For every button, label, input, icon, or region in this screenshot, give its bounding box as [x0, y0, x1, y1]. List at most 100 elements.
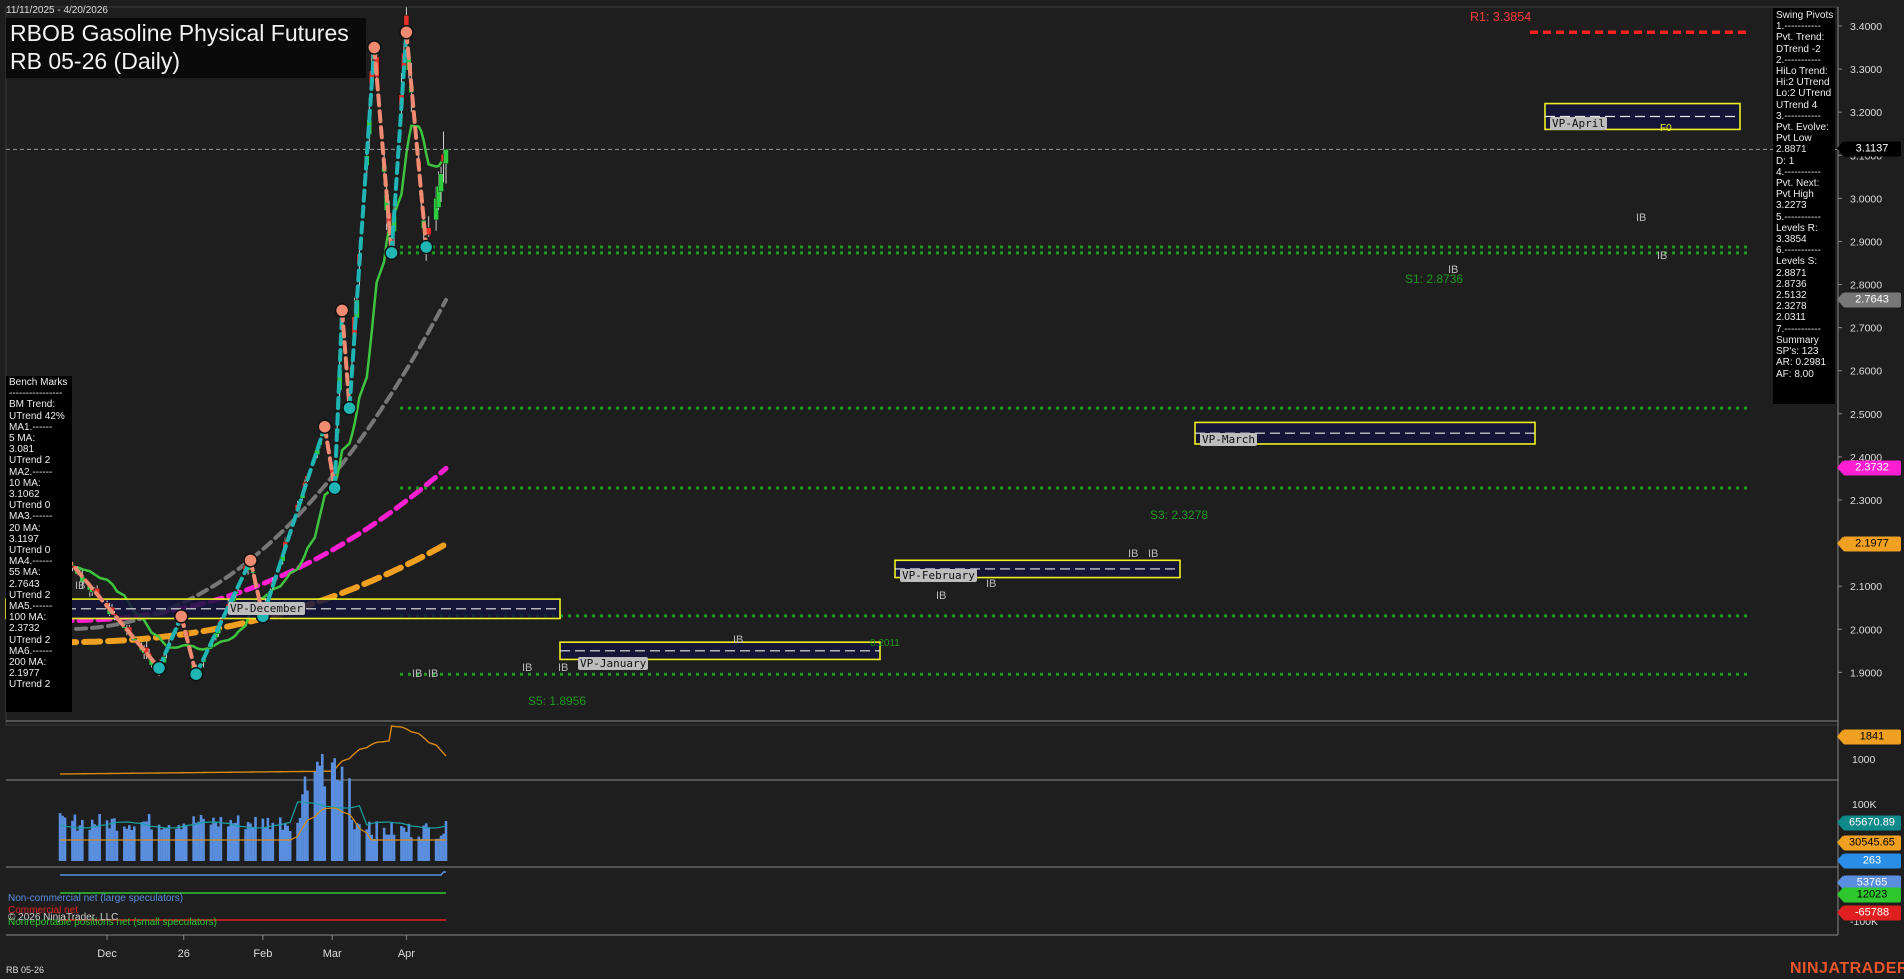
bench-mark-line: MA4.------: [9, 556, 53, 568]
cot-legend-noncommercial: Non-commercial net (large speculators): [8, 893, 183, 904]
support-level-label: 0.2011: [870, 638, 900, 649]
swing-pivot-marker: [334, 303, 350, 318]
inside-bar-label: IB: [522, 662, 533, 674]
chart-title: RBOB Gasoline Physical Futures: [10, 20, 349, 46]
inside-bar-label: IB: [733, 634, 744, 646]
bench-mark-line: 3.1062: [9, 489, 40, 501]
swing-pivot-line: HiLo Trend:: [1776, 66, 1828, 78]
inside-bar-label: IB: [1448, 264, 1459, 276]
inside-bar-label: IB: [558, 662, 569, 674]
volume-axis-badge: 65670.89: [1837, 815, 1901, 831]
swing-pivot-marker: [327, 480, 342, 496]
bench-mark-line: 3.1197: [9, 533, 39, 545]
bench-mark-line: BM Trend:: [9, 399, 56, 411]
swing-pivot-line: Swing Pivots: [1776, 10, 1834, 21]
vp-zone-label: VP-April: [1550, 117, 1607, 130]
swing-pivot-marker: [174, 609, 189, 624]
price-tick-label: 2.6000: [1850, 366, 1882, 378]
swing-pivot-line: AF: 8.00: [1776, 368, 1814, 380]
swing-pivot-line: 2.5132: [1776, 290, 1807, 302]
swing-pivot-line: 4.-----------: [1776, 166, 1821, 178]
volume-ma2-line: [60, 807, 446, 841]
swing-pivot-marker: [418, 239, 434, 255]
swing-pivot-line: 5.-----------: [1776, 211, 1821, 223]
price-tick-label: 2.4000: [1850, 452, 1882, 464]
bench-mark-line: 10 MA:: [9, 477, 41, 489]
swing-pivot-line: Levels R:: [1776, 222, 1818, 234]
swing-pivot-marker: [367, 40, 382, 55]
candle-body: [438, 173, 444, 192]
open-interest-line: [60, 725, 447, 775]
bench-mark-line: UTrend 2: [9, 679, 51, 691]
bench-mark-line: 2.7643: [9, 578, 40, 590]
vp-zone-label: VP-January: [578, 657, 649, 670]
oi-tick-label: 1000: [1852, 754, 1876, 766]
price-tick-label: 1.9000: [1850, 667, 1882, 679]
price-tick-label: 2.1000: [1850, 581, 1882, 593]
bench-mark-line: MA6.------: [9, 645, 53, 657]
inside-bar-label: IB: [75, 580, 86, 592]
bench-mark-line: ----------------: [9, 388, 63, 400]
price-tick-label: 3.0000: [1850, 193, 1882, 205]
cot-legend-noncommercial-text: Non-commercial net (large speculators): [8, 893, 184, 904]
inside-bar-label: IB: [1148, 548, 1159, 560]
cot-noncommercial-line: [60, 871, 446, 876]
bench-mark-line: 2.1977: [9, 668, 40, 680]
ma100-line: [57, 465, 449, 624]
swing-leg-line: [194, 558, 253, 677]
time-axis-label: Apr: [398, 948, 415, 960]
chart-subtitle: RB 05-26 (Daily): [10, 48, 180, 74]
cot-legend-commercial: Commercial net: [8, 905, 78, 916]
price-tick-label: 2.0000: [1850, 624, 1882, 636]
swing-pivot-line: Lo:2 UTrend: [1776, 88, 1832, 100]
price-axis-badge: 2.7643: [1837, 292, 1901, 308]
price-tick-label: 3.2000: [1850, 107, 1882, 119]
cot-axis-badge: 12023: [1837, 887, 1901, 903]
price-axis-badge: 3.1137: [1837, 141, 1901, 157]
swing-pivot-line: Hi:2 UTrend: [1776, 77, 1830, 89]
swing-leg-line: [322, 424, 337, 491]
volume-ma-line: [59, 801, 447, 829]
swing-pivot-line: DTrend -2: [1776, 43, 1821, 55]
volume-tick-label: 100K: [1852, 799, 1877, 811]
cot-axis-badge: 53765: [1837, 875, 1901, 891]
bench-mark-line: 200 MA:: [9, 657, 47, 669]
cot-legend-commercial-text: Commercial net: [8, 905, 79, 916]
swing-pivot-line: 3.3854: [1776, 234, 1807, 246]
copyright: © 2026 NinjaTrader, LLC: [8, 912, 119, 923]
swing-pivot-marker: [151, 660, 167, 676]
swing-leg-line: [347, 45, 377, 411]
bench-mark-line: 55 MA:: [9, 567, 41, 579]
swing-leg-line: [372, 45, 394, 255]
swing-pivot-line: 3.2273: [1776, 200, 1807, 212]
support-s1-label: S1: 2.8736: [1405, 272, 1464, 286]
chart-title-box: RBOB Gasoline Physical Futures RB 05-26 …: [6, 18, 366, 78]
swing-leg-line: [63, 554, 162, 671]
bench-mark-line: UTrend 42%: [9, 410, 65, 422]
symbol-footer: RB 05-26: [6, 965, 45, 975]
swing-pivot-line: 2.8871: [1776, 267, 1807, 279]
vp-zone-label: VP-March: [1200, 433, 1257, 446]
price-tick-label: 2.5000: [1850, 409, 1882, 421]
bench-mark-line: UTrend 0: [9, 500, 51, 512]
swing-pivot-line: 3.-----------: [1776, 110, 1821, 122]
time-axis-label: 26: [178, 948, 190, 960]
inside-bar-label: IB: [1657, 250, 1668, 262]
bench-mark-line: 5 MA:: [9, 433, 36, 445]
inside-bar-label: IB: [1128, 548, 1139, 560]
swing-leg-line: [404, 30, 429, 250]
swing-pivot-marker: [399, 25, 414, 40]
swing-pivot-line: Levels S:: [1776, 256, 1818, 268]
inside-bar-label: IB: [986, 578, 997, 590]
swing-pivot-line: Pvt Low: [1776, 133, 1812, 145]
inside-bar-label: IB: [1636, 212, 1647, 224]
swing-pivot-line: 2.8871: [1776, 144, 1807, 156]
bench-marks-panel: Bench Marks ---------------- BM Trend: UTre…: [6, 376, 72, 712]
swing-pivot-line: SP's: 123: [1776, 346, 1819, 358]
cot-axis-badge: -65788: [1837, 905, 1901, 921]
swing-pivot-marker: [317, 419, 333, 434]
swing-leg-line: [157, 614, 184, 671]
swing-pivot-line: 6.-----------: [1776, 245, 1821, 257]
resistance-r1-label: R1: 3.3854: [1470, 10, 1532, 24]
